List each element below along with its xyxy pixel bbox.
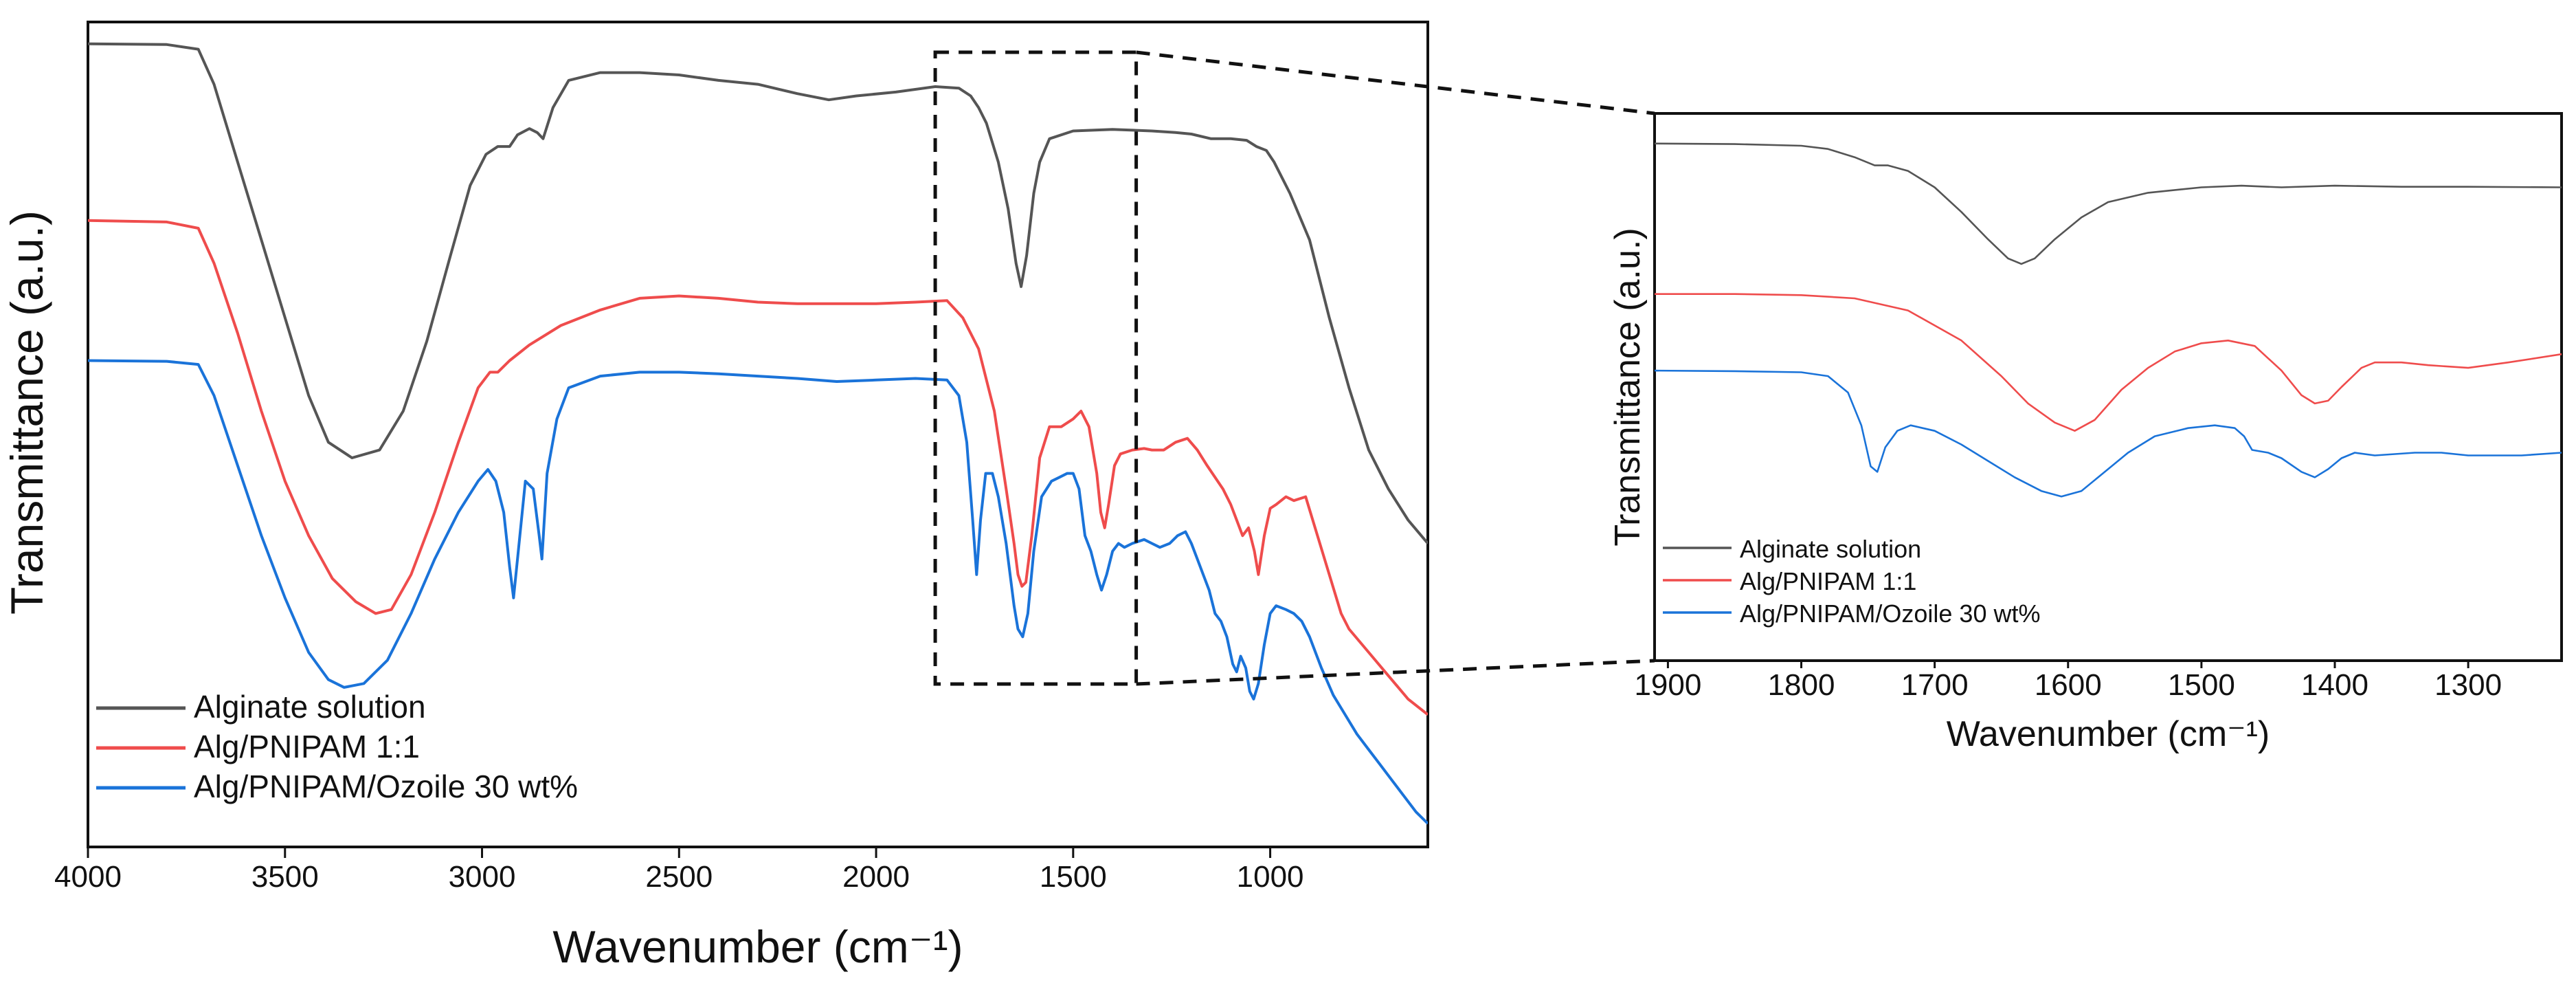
zoom-connector-top: [1136, 50, 1655, 115]
zoom-region-box: [933, 50, 1139, 686]
inset-x-tick-label-1700: 1700: [1901, 668, 1969, 702]
inset-x-tick-label-1900: 1900: [1634, 668, 1701, 702]
main-x-tick-label-2500: 2500: [645, 860, 713, 894]
inset-legend-label-2: Alg/PNIPAM/Ozoile 30 wt%: [1740, 599, 2040, 628]
main-x-tick-label-1000: 1000: [1237, 860, 1304, 894]
zoom-connectors: [933, 50, 1655, 686]
inset-x-tick-label-1300: 1300: [2434, 668, 2502, 702]
inset-chart: 1900 1800 1700 1600 1500 1400 1300 Wavenumber (…: [1608, 112, 2563, 754]
main-legend-label-1: Alg/PNIPAM 1:1: [194, 729, 420, 764]
main-x-tick-label-3500: 3500: [251, 860, 319, 894]
main-x-tick-label-1500: 1500: [1040, 860, 1107, 894]
inset-y-axis-title: Transmittance (a.u.): [1608, 228, 1648, 546]
main-legend-label-0: Alginate solution: [194, 689, 426, 725]
inset-x-tick-label-1600: 1600: [2035, 668, 2102, 702]
inset-x-axis-title: Wavenumber (cm⁻¹): [1947, 714, 2270, 754]
main-x-tick-label-4000: 4000: [54, 860, 122, 894]
main-plot-frame: [87, 21, 1429, 848]
inset-series-line-1: [1655, 293, 2562, 432]
zoom-connector-bottom: [1136, 659, 1655, 686]
main-series-line-2: [88, 359, 1428, 825]
inset-x-tick-label-1800: 1800: [1768, 668, 1835, 702]
main-series-line-0: [88, 42, 1428, 544]
main-series-line-1: [88, 219, 1428, 716]
inset-legend-label-0: Alginate solution: [1740, 535, 1921, 563]
main-x-tick-label-2000: 2000: [842, 860, 910, 894]
inset-plot-frame: [1653, 112, 2563, 662]
main-x-tick-label-3000: 3000: [449, 860, 516, 894]
main-y-axis-title: Transmittance (a.u.): [1, 210, 52, 615]
main-x-axis-title: Wavenumber (cm⁻¹): [552, 921, 963, 972]
inset-series-line-2: [1655, 369, 2562, 498]
inset-legend-label-1: Alg/PNIPAM 1:1: [1740, 567, 1916, 595]
main-chart: 4000 3500 3000 2500 2000 1500 1000 Wavenumber (…: [1, 21, 1429, 972]
main-legend-label-2: Alg/PNIPAM/Ozoile 30 wt%: [194, 769, 578, 804]
inset-x-tick-label-1400: 1400: [2301, 668, 2368, 702]
inset-series-line-0: [1655, 142, 2562, 265]
inset-x-tick-label-1500: 1500: [2168, 668, 2235, 702]
